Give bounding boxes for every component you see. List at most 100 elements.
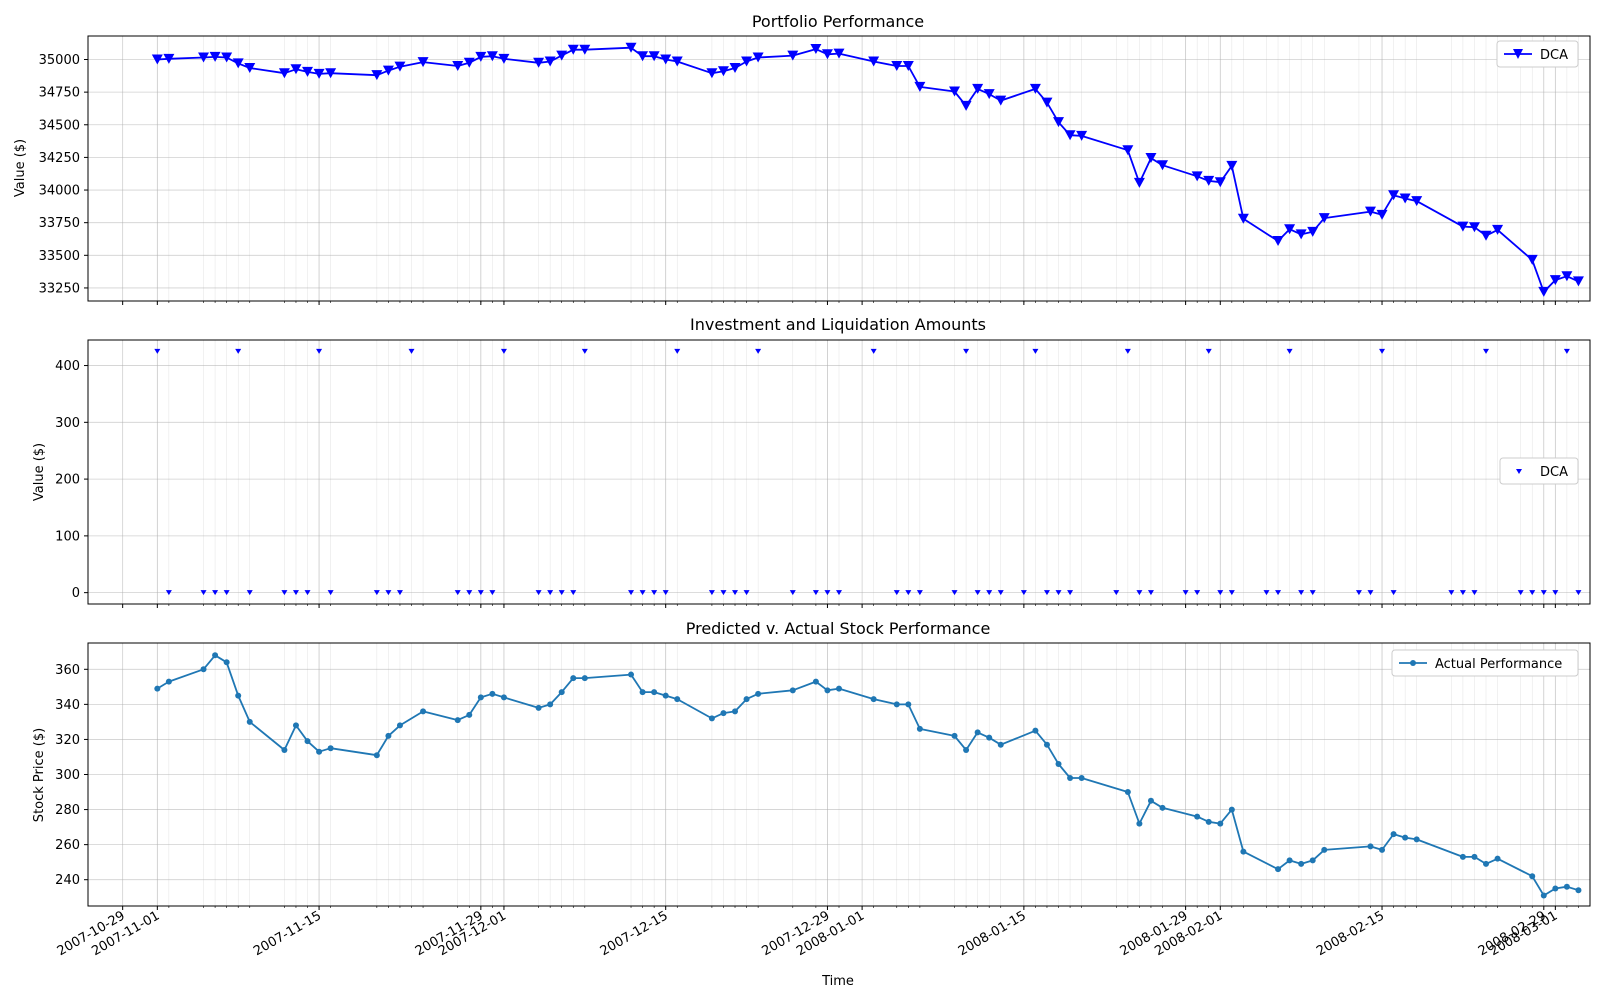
data-point	[651, 590, 658, 596]
data-point	[151, 54, 163, 65]
data-point	[327, 590, 334, 596]
legend: DCA	[1499, 457, 1579, 485]
data-point	[1355, 590, 1362, 596]
data-point	[949, 86, 961, 97]
data-point	[1298, 860, 1305, 867]
grid	[88, 36, 1590, 301]
data-point	[674, 696, 681, 703]
data-point	[1228, 590, 1235, 596]
data-point	[278, 68, 290, 79]
data-point	[1402, 834, 1409, 841]
data-point	[1468, 222, 1480, 233]
x-axis-ticks	[122, 301, 1579, 305]
data-point	[408, 348, 415, 354]
data-point	[373, 752, 380, 759]
legend-label: Actual Performance	[1435, 657, 1562, 672]
data-point	[1459, 590, 1466, 596]
legend-box	[1391, 649, 1579, 677]
data-point	[394, 61, 406, 72]
data-point	[1145, 153, 1157, 164]
legend-label: DCA	[1540, 48, 1568, 63]
data-point	[200, 666, 207, 673]
data-point	[732, 590, 739, 596]
data-point	[1552, 885, 1559, 892]
data-point	[1563, 348, 1570, 354]
data-point	[1321, 846, 1328, 853]
y-tick-label: 280	[55, 803, 80, 818]
data-point	[1124, 789, 1131, 796]
data-point	[916, 590, 923, 596]
data-point	[385, 590, 392, 596]
data-point	[1053, 117, 1065, 128]
data-point	[533, 57, 545, 68]
data-point	[983, 89, 995, 100]
data-point	[1214, 177, 1226, 188]
data-point	[463, 57, 475, 68]
data-point	[535, 704, 542, 711]
data-point	[1055, 590, 1062, 596]
data-point	[1549, 275, 1561, 286]
chart-title: Predicted v. Actual Stock Performance	[686, 619, 991, 638]
data-point	[1284, 224, 1296, 235]
data-point	[1390, 590, 1397, 596]
data-point	[625, 42, 637, 53]
data-point	[163, 53, 175, 64]
data-point	[1538, 286, 1550, 297]
data-point	[313, 68, 325, 79]
data-point	[466, 590, 473, 596]
legend-box	[1496, 40, 1579, 68]
data-point	[662, 590, 669, 596]
y-tick-label: 100	[55, 529, 80, 544]
y-tick-label: 300	[55, 416, 80, 431]
y-axis-label: Stock Price ($)	[32, 728, 47, 822]
data-point	[870, 696, 877, 703]
data-point	[732, 708, 739, 715]
data-point	[1379, 846, 1386, 853]
data-point	[960, 100, 972, 111]
data-point	[1517, 590, 1524, 596]
data-point	[489, 590, 496, 596]
data-point	[1552, 590, 1559, 596]
data-point	[198, 52, 210, 63]
data-point	[579, 44, 591, 55]
chart-title: Investment and Liquidation Amounts	[690, 315, 986, 334]
data-point	[706, 68, 718, 79]
data-point	[1067, 775, 1074, 782]
data-point	[1217, 590, 1224, 596]
data-point	[500, 694, 507, 701]
y-tick-label: 260	[55, 838, 80, 853]
data-point	[1147, 797, 1154, 804]
data-point	[1309, 590, 1316, 596]
data-point	[1526, 254, 1538, 265]
data-point	[789, 590, 796, 596]
data-point	[810, 44, 822, 55]
data-point	[454, 590, 461, 596]
portfolio-performance-panel: Portfolio Performance Value ($) 33250 335…	[13, 12, 1591, 305]
data-point	[1237, 213, 1249, 224]
data-point	[1076, 130, 1088, 141]
data-point	[327, 745, 334, 752]
data-point	[1575, 887, 1582, 894]
data-point	[821, 49, 833, 60]
data-point	[1457, 221, 1469, 232]
data-point	[639, 590, 646, 596]
series-line	[157, 46, 1579, 293]
data-point	[154, 685, 161, 692]
data-point	[1078, 775, 1085, 782]
data-point	[1133, 177, 1145, 188]
data-point	[1136, 590, 1143, 596]
data-point	[743, 590, 750, 596]
data-point	[1182, 590, 1189, 596]
data-point	[651, 689, 658, 696]
data-point	[1318, 213, 1330, 224]
x-axis-label: Time	[821, 974, 854, 989]
legend-marker	[1410, 660, 1416, 666]
data-point	[1483, 860, 1490, 867]
y-tick-label: 34750	[39, 86, 80, 101]
data-point	[648, 51, 660, 62]
data-point	[382, 65, 394, 76]
data-point	[1390, 831, 1397, 838]
data-point	[891, 61, 903, 72]
data-point	[1032, 348, 1039, 354]
data-point	[1228, 806, 1235, 813]
